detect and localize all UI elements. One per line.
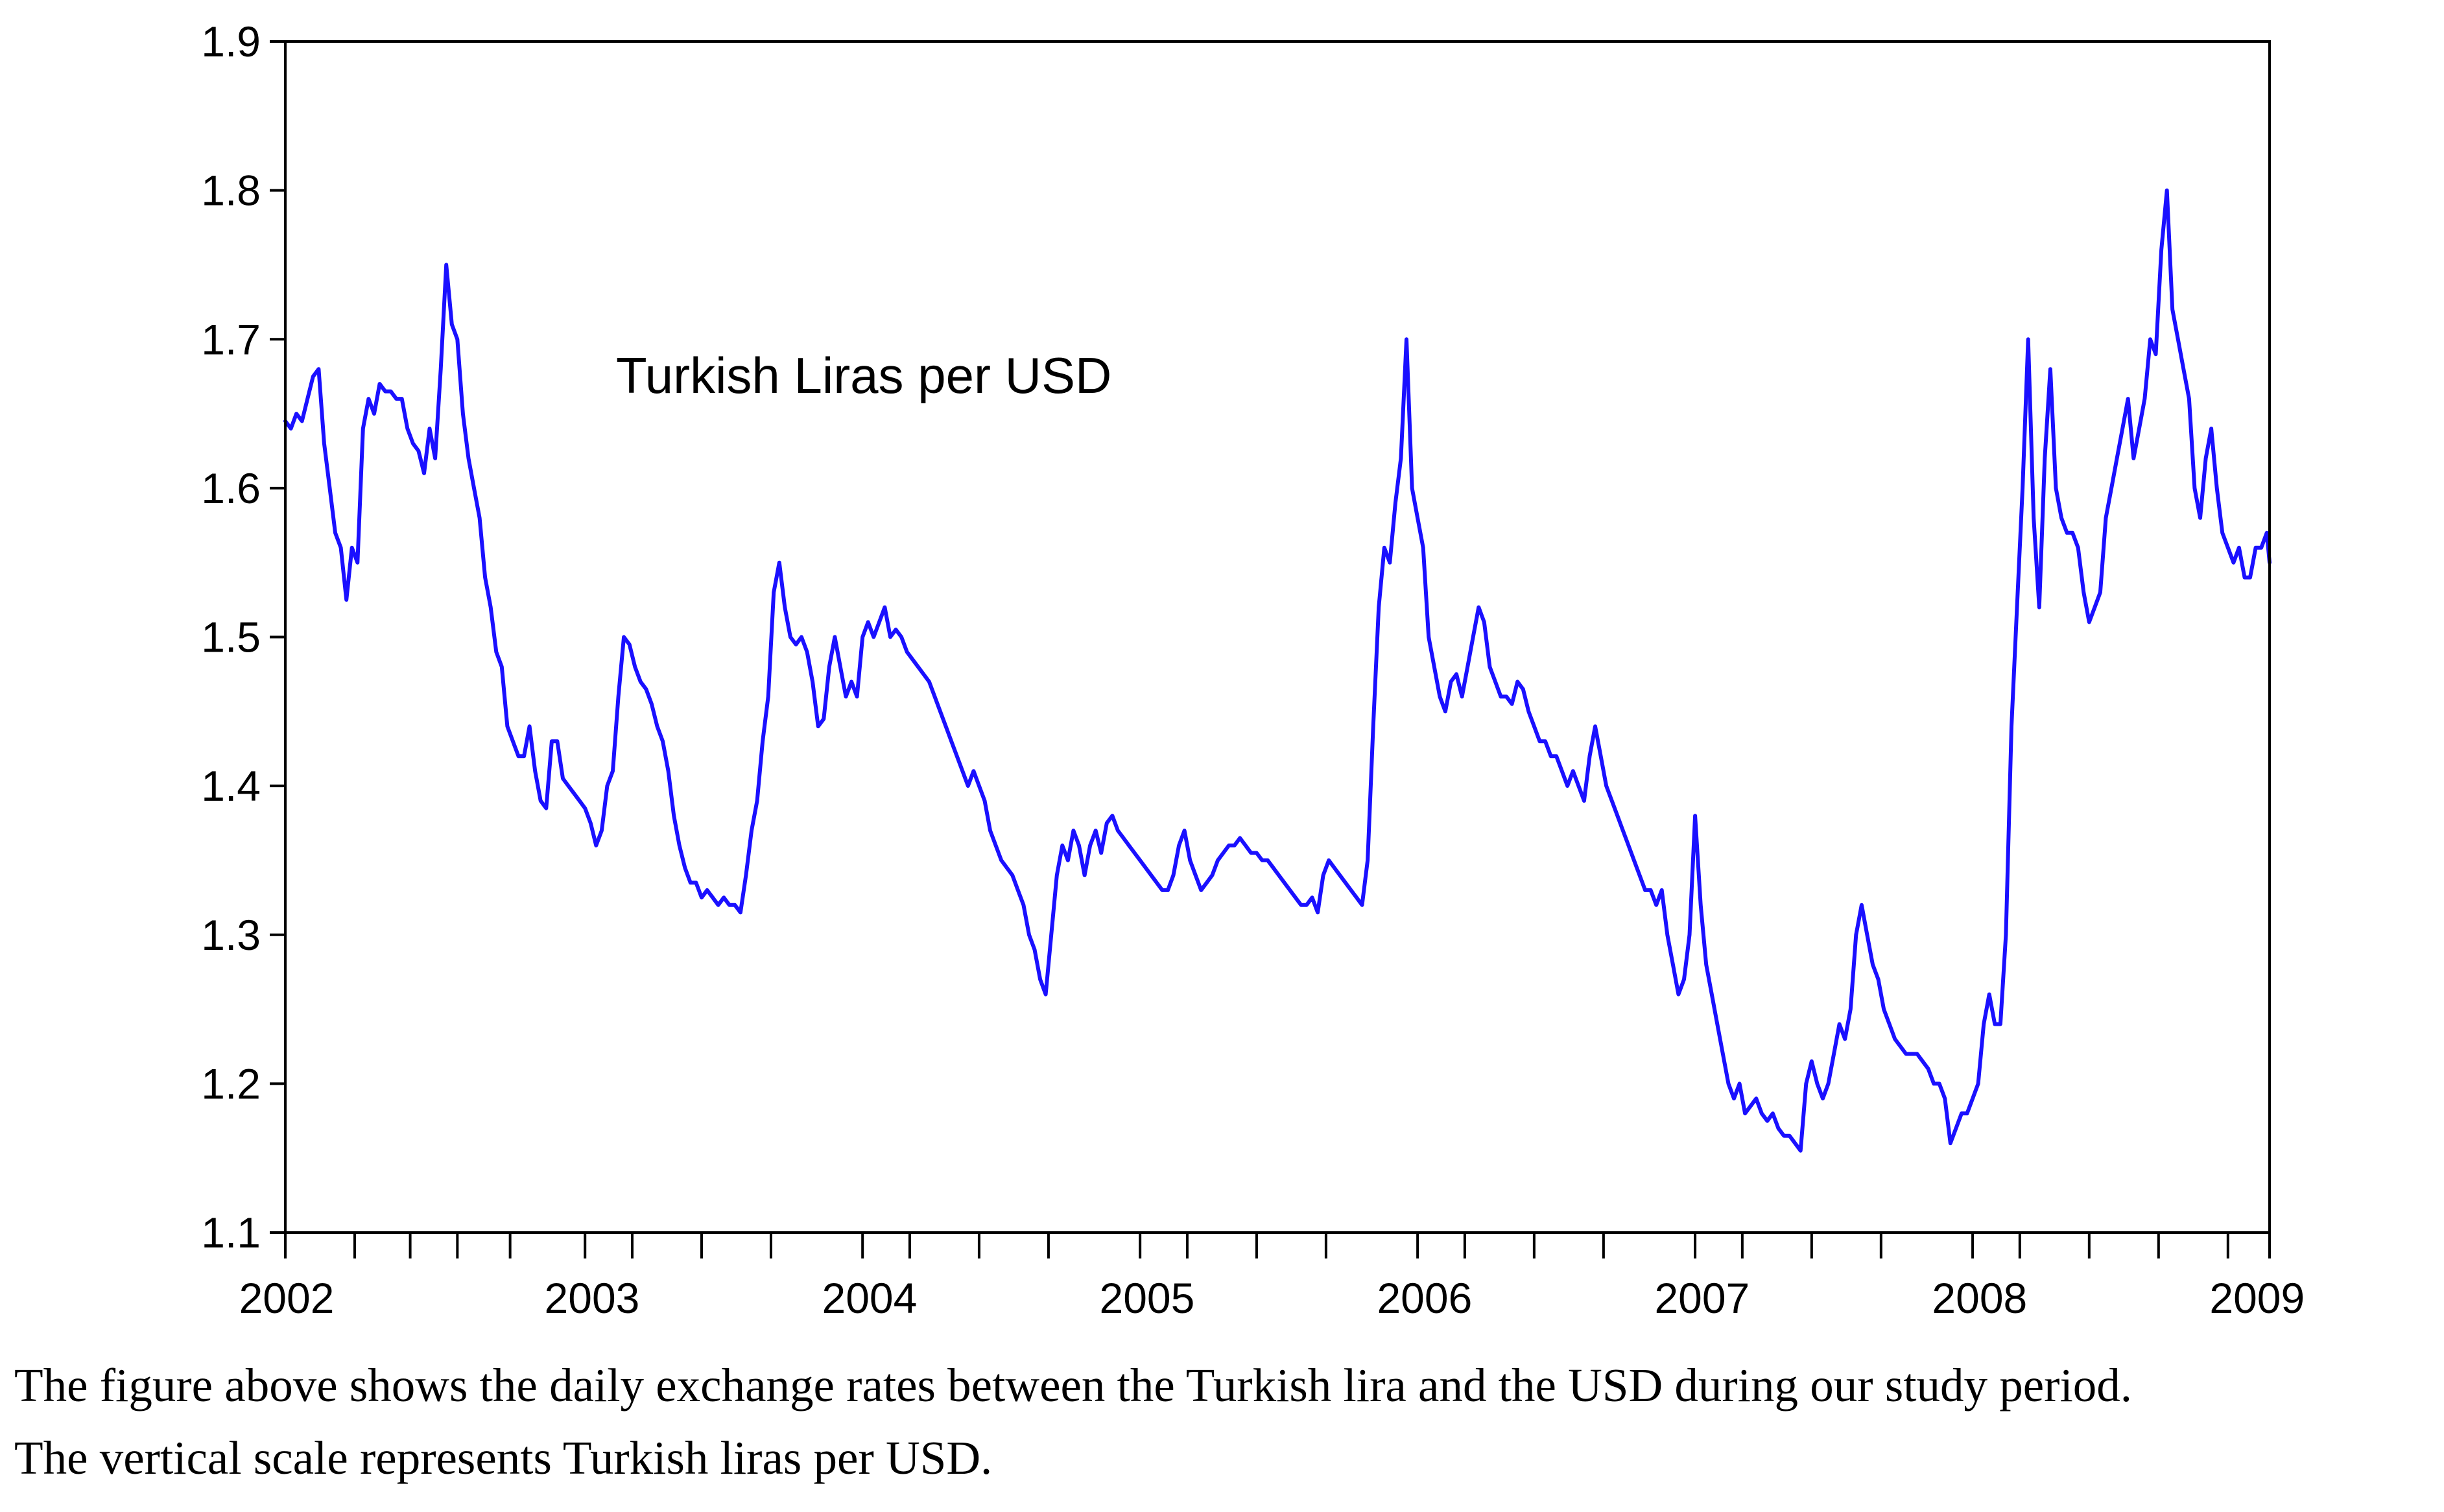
y-tick-label: 1.6: [201, 464, 261, 512]
x-year-label: 2002: [239, 1274, 335, 1322]
plot-frame: [284, 40, 2271, 1234]
x-axis-ticks: 2002 2003 2004 2005 2006 2007 2008 2009: [239, 1233, 2305, 1322]
x-year-label: 2003: [545, 1274, 640, 1322]
x-year-label: 2005: [1100, 1274, 1195, 1322]
x-year-label: 2004: [822, 1274, 918, 1322]
y-axis-ticks: 1.1 1.2 1.3 1.4 1.5 1.6 1.7 1.8 1.9: [201, 18, 285, 1257]
exchange-rate-chart: 1.1 1.2 1.3 1.4 1.5 1.6 1.7 1.8 1.9 2002 2003 2004…: [201, 18, 2305, 1322]
y-tick-label: 1.2: [201, 1059, 261, 1107]
x-year-label: 2007: [1654, 1274, 1750, 1322]
figure-caption-line-1: The figure above shows the daily exchang…: [14, 1359, 2133, 1412]
x-year-label: 2008: [1932, 1274, 2027, 1322]
x-year-label: 2006: [1377, 1274, 1472, 1322]
y-tick-label: 1.7: [201, 315, 261, 363]
y-tick-label: 1.9: [201, 18, 261, 65]
y-tick-label: 1.4: [201, 762, 261, 810]
x-year-label: 2009: [2209, 1274, 2305, 1322]
y-tick-label: 1.5: [201, 613, 261, 661]
y-tick-label: 1.3: [201, 911, 261, 959]
exchange-rate-line: [283, 188, 2272, 1153]
y-tick-label: 1.8: [201, 167, 261, 215]
figure-caption-line-2: The vertical scale represents Turkish li…: [14, 1432, 993, 1484]
series-annotation: Turkish Liras per USD: [616, 347, 1111, 404]
y-tick-label: 1.1: [201, 1209, 261, 1257]
